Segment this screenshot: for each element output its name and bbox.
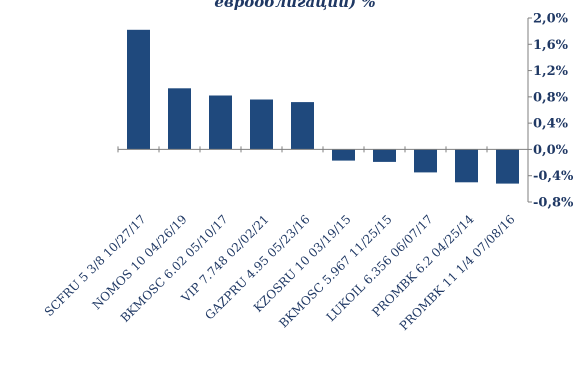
y-tick-label: 2,0%	[533, 12, 569, 27]
bars-group	[127, 29, 519, 184]
y-tick-label: 1,2%	[533, 64, 569, 79]
y-tick-label: 0,8%	[533, 90, 569, 105]
bar-4	[250, 99, 273, 150]
y-tick-label: 1,6%	[533, 38, 569, 53]
y-tick-label: -0,4%	[533, 169, 574, 184]
chart-title: еврооблигаций) %	[214, 0, 375, 11]
bar-8	[414, 149, 437, 173]
bar-2	[168, 88, 191, 150]
bar-3	[209, 95, 232, 150]
y-tick-label: -0,8%	[533, 196, 574, 211]
bar-1	[127, 29, 150, 150]
y-tick-labels: 2,0% 1,6% 1,2% 0,8% 0,4% 0,0% -0,4% -0,8%	[533, 12, 574, 211]
bar-5	[291, 102, 314, 150]
axes-group	[117, 17, 532, 203]
bar-6	[332, 149, 355, 161]
y-tick-label: 0,4%	[533, 117, 569, 132]
y-tick-label: 0,0%	[533, 143, 569, 158]
bar-7	[373, 149, 396, 162]
bar-9	[455, 149, 478, 183]
bar-10	[496, 149, 519, 184]
